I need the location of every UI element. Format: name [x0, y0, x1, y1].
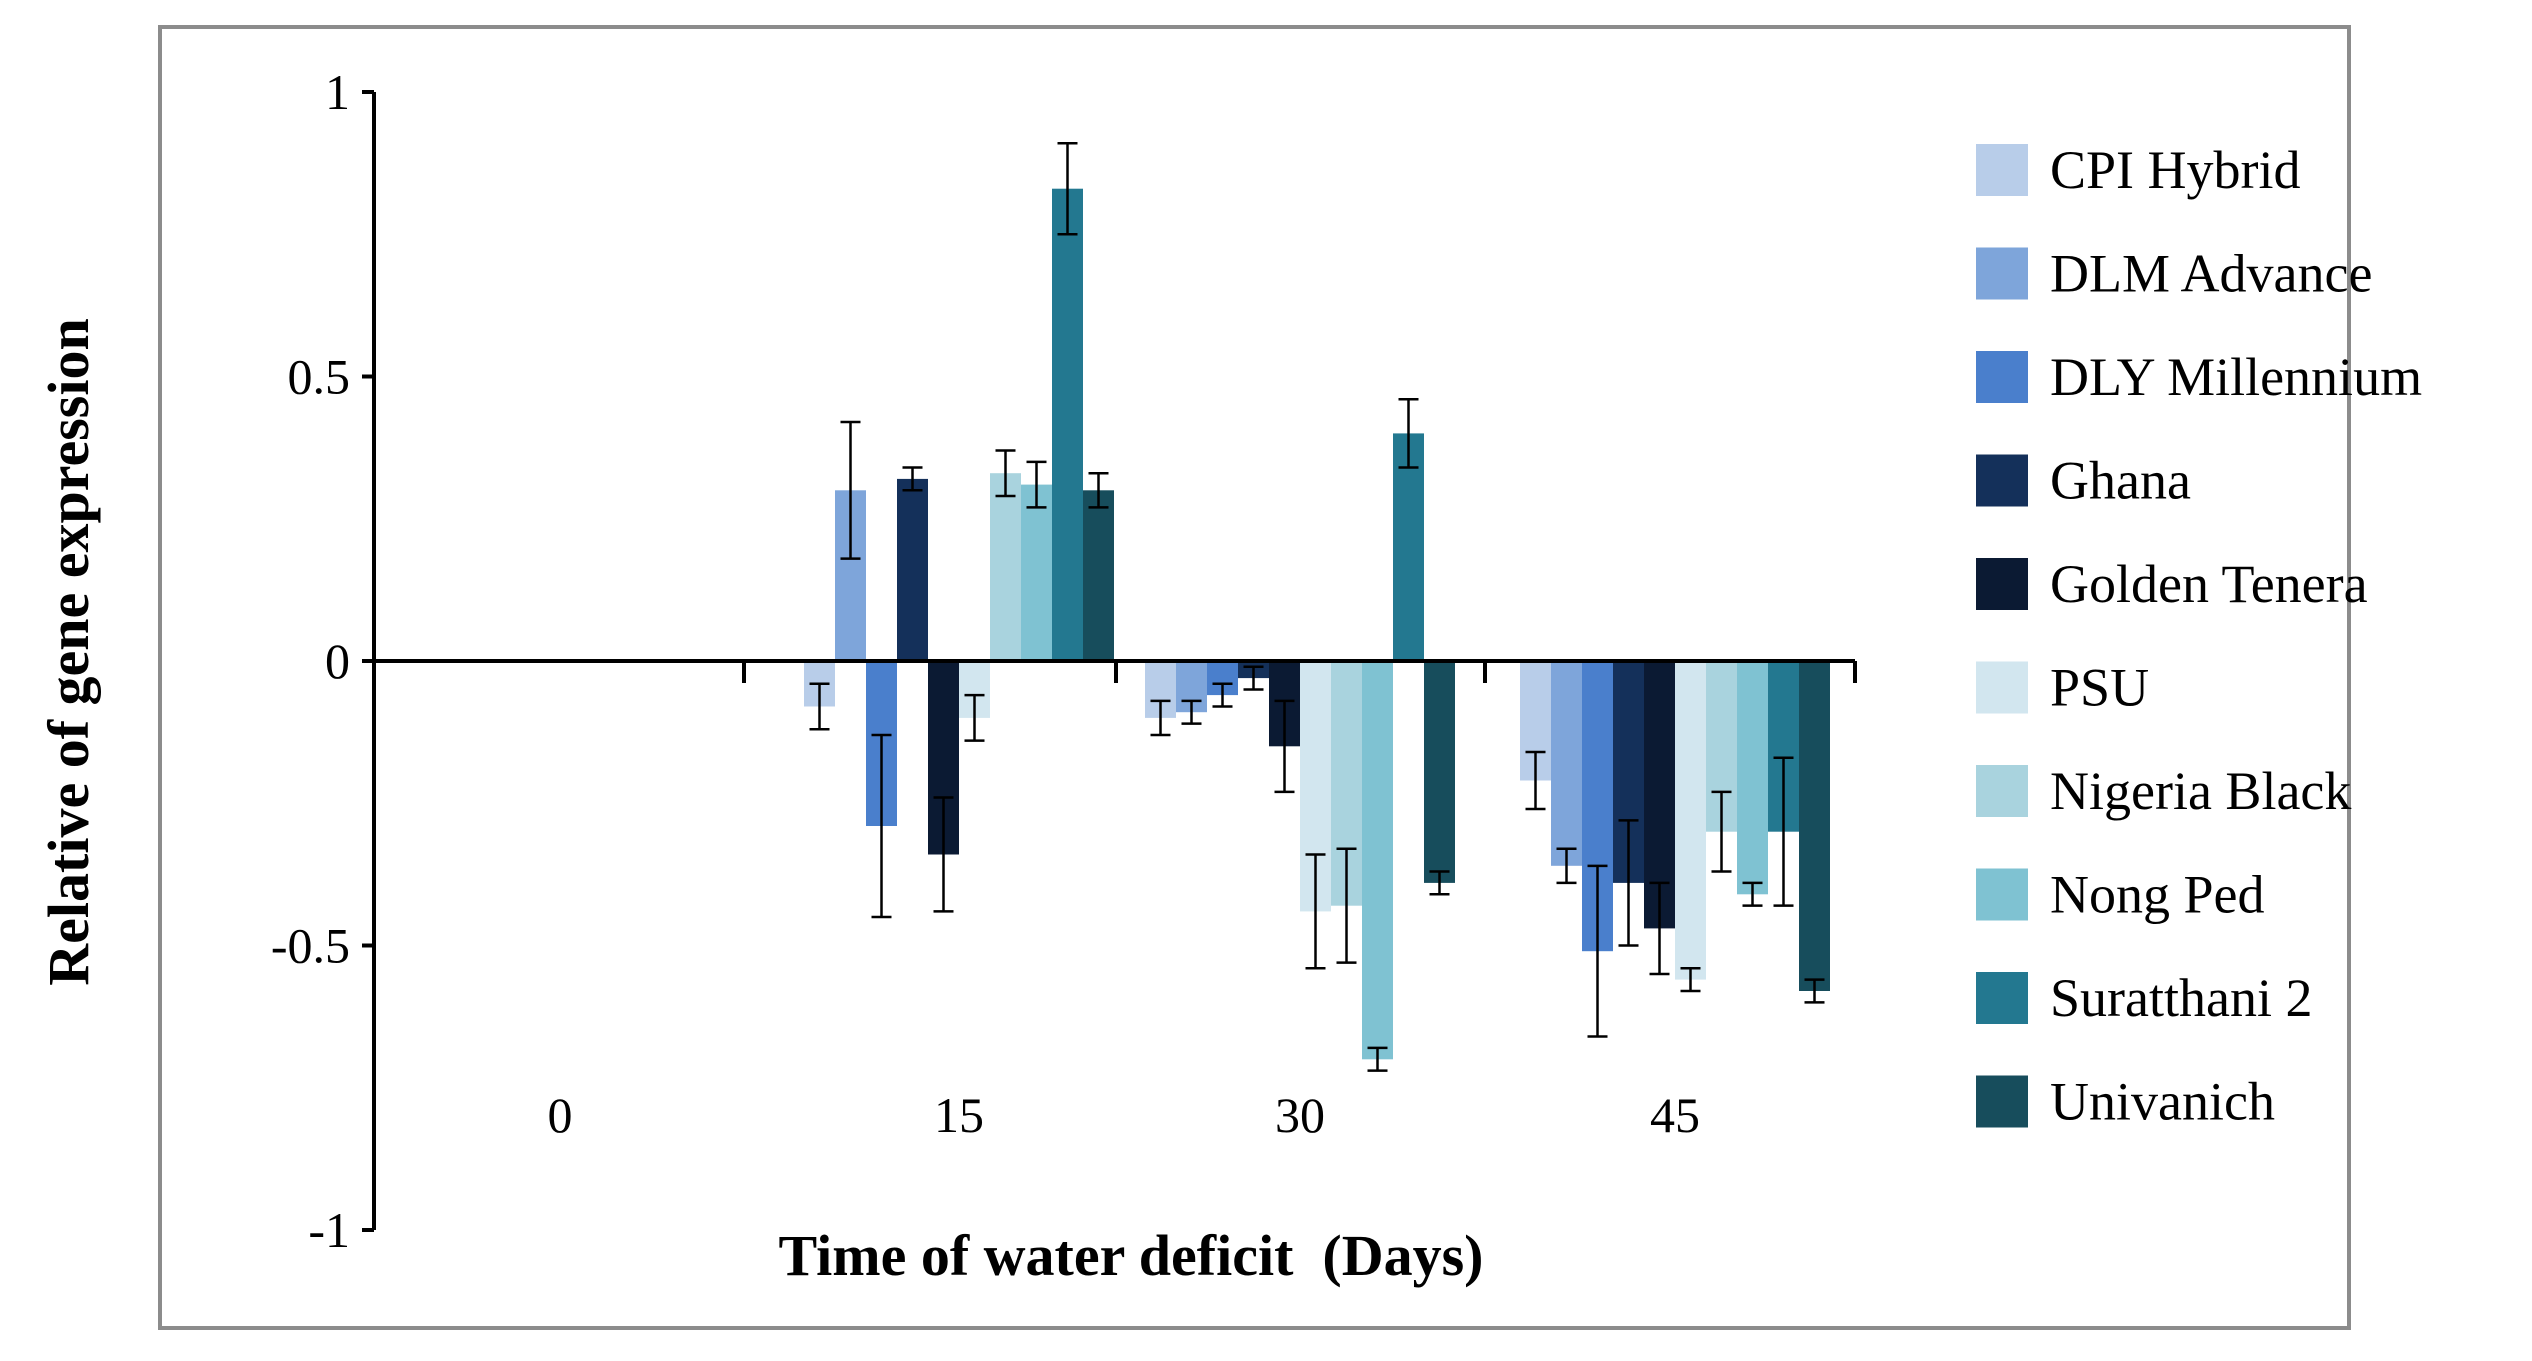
error-bar-nigeria-black-day-30	[1336, 847, 1357, 964]
legend-label: Ghana	[2050, 451, 2191, 511]
error-bar-psu-day-45	[1680, 967, 1701, 993]
error-bar-dlm-advance-day-45	[1556, 847, 1577, 885]
bar-univanich-day-30	[1424, 661, 1455, 883]
legend-label: Nigeria Black	[2050, 761, 2351, 821]
y-tick-labels: 1 0.5 0 -0.5 -1	[271, 64, 350, 1258]
x-tick-label-45: 45	[1650, 1087, 1700, 1143]
legend-item-dlm-advance: DLM Advance	[1976, 244, 2372, 304]
x-tick-labels: 0 15 30 45	[548, 1087, 1701, 1143]
error-bar-univanich-day-30	[1429, 870, 1450, 896]
bar-univanich-day-15	[1083, 490, 1114, 661]
y-tick-label: 0.5	[288, 349, 351, 405]
legend-item-nigeria-black: Nigeria Black	[1976, 761, 2351, 821]
bar-dlm-advance-day-45	[1551, 661, 1582, 866]
legend-swatch	[1976, 661, 2028, 714]
bar-nong-ped-day-45	[1737, 661, 1768, 895]
legend-item-nong-ped: Nong Ped	[1976, 865, 2265, 925]
error-bar-nong-ped-day-45	[1742, 881, 1763, 907]
legend-label: DLY Millennium	[2050, 347, 2422, 407]
error-bar-suratthani-2-day-45	[1773, 756, 1794, 907]
bar-psu-day-45	[1675, 661, 1706, 980]
legend-label: DLM Advance	[2050, 244, 2372, 304]
bar-nong-ped-day-30	[1362, 661, 1393, 1060]
error-bars-layer	[809, 141, 1825, 1072]
error-bar-suratthani-2-day-15	[1057, 141, 1078, 236]
legend-item-ghana: Ghana	[1976, 451, 2191, 511]
legend-item-golden-tenera: Golden Tenera	[1976, 554, 2368, 614]
error-bar-ghana-day-45	[1618, 819, 1639, 947]
bar-nong-ped-day-15	[1021, 484, 1052, 661]
x-tick-label-15: 15	[934, 1087, 984, 1143]
legend-label: Nong Ped	[2050, 865, 2265, 925]
legend-label: Univanich	[2050, 1072, 2275, 1132]
error-bar-dlm-advance-day-30	[1181, 699, 1202, 725]
y-axis-title: Relative of gene expression	[36, 318, 101, 985]
bars-layer	[804, 188, 1830, 1060]
legend-swatch	[1976, 1075, 2028, 1128]
error-bar-nigeria-black-day-45	[1711, 790, 1732, 873]
x-tick-label-0: 0	[548, 1087, 573, 1143]
legend-label: CPI Hybrid	[2050, 140, 2301, 200]
legend: CPI Hybrid DLM Advance DLY Millennium Ghana…	[1976, 140, 2422, 1132]
legend-item-psu: PSU	[1976, 658, 2149, 718]
error-bar-dly-millennium-day-15	[871, 733, 892, 919]
x-axis-title: Time of water deficit (Days)	[779, 1223, 1484, 1288]
error-bar-golden-tenera-day-15	[933, 796, 954, 913]
legend-swatch	[1976, 351, 2028, 403]
legend-item-univanich: Univanich	[1976, 1072, 2275, 1132]
error-bar-dlm-advance-day-15	[840, 420, 861, 560]
y-tick-label: 0	[325, 633, 350, 689]
bar-ghana-day-15	[897, 478, 928, 661]
axes-layer	[362, 90, 1857, 1232]
error-bar-nigeria-black-day-15	[995, 449, 1016, 498]
legend-swatch	[1976, 144, 2028, 196]
legend-item-suratthani-2: Suratthani 2	[1976, 968, 2312, 1028]
bar-nigeria-black-day-15	[990, 473, 1021, 661]
legend-label: PSU	[2050, 658, 2149, 718]
error-bar-golden-tenera-day-45	[1649, 881, 1670, 976]
error-bar-ghana-day-30	[1243, 665, 1264, 691]
error-bar-univanich-day-45	[1804, 978, 1825, 1004]
legend-item-dly-millennium: DLY Millennium	[1976, 347, 2422, 407]
legend-swatch	[1976, 868, 2028, 921]
y-tick-label: -1	[308, 1202, 350, 1258]
error-bar-suratthani-2-day-30	[1398, 398, 1419, 469]
legend-label: Suratthani 2	[2050, 968, 2312, 1028]
error-bar-cpi-hybrid-day-30	[1150, 699, 1171, 737]
error-bar-cpi-hybrid-day-45	[1525, 750, 1546, 811]
error-bar-psu-day-30	[1305, 853, 1326, 970]
bar-univanich-day-45	[1799, 661, 1830, 991]
bar-suratthani-2-day-15	[1052, 188, 1083, 661]
x-tick-label-30: 30	[1275, 1087, 1325, 1143]
bar-suratthani-2-day-30	[1393, 433, 1424, 661]
legend-swatch	[1976, 972, 2028, 1024]
error-bar-golden-tenera-day-30	[1274, 699, 1295, 794]
legend-swatch	[1976, 454, 2028, 507]
legend-swatch	[1976, 247, 2028, 300]
chart-frame	[158, 25, 2351, 1330]
y-tick-label: 1	[325, 64, 350, 120]
error-bar-ghana-day-15	[902, 466, 923, 492]
error-bar-nong-ped-day-30	[1367, 1046, 1388, 1072]
error-bar-psu-day-15	[964, 693, 985, 742]
error-bar-cpi-hybrid-day-15	[809, 682, 830, 731]
error-bar-dly-millennium-day-30	[1212, 682, 1233, 708]
y-tick-label: -0.5	[271, 918, 350, 974]
legend-swatch	[1976, 558, 2028, 610]
legend-item-cpi-hybrid: CPI Hybrid	[1976, 140, 2301, 200]
error-bar-nong-ped-day-15	[1026, 460, 1047, 509]
error-bar-dly-millennium-day-45	[1587, 864, 1608, 1038]
legend-swatch	[1976, 765, 2028, 817]
legend-label: Golden Tenera	[2050, 554, 2368, 614]
error-bar-univanich-day-15	[1088, 471, 1109, 509]
